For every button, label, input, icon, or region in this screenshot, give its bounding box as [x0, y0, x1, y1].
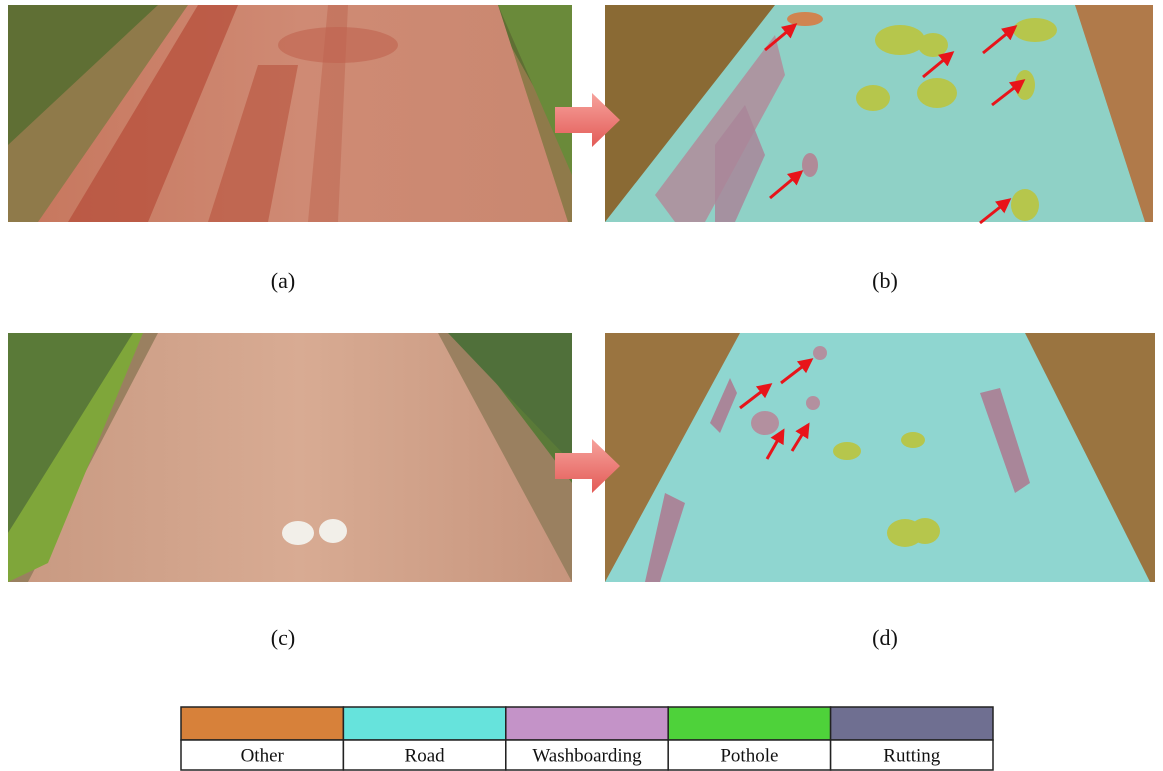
- image-shape: [751, 411, 779, 435]
- image-shape: [875, 25, 925, 55]
- image-shape: [1013, 18, 1057, 42]
- image-shape: [278, 27, 398, 63]
- image-shape: [856, 85, 890, 111]
- legend-swatch: [831, 707, 993, 740]
- photo-a: [8, 5, 572, 222]
- legend-label: Pothole: [720, 745, 778, 766]
- segmentation-b: [605, 5, 1153, 223]
- image-shape: [802, 153, 818, 177]
- legend-label: Rutting: [883, 745, 941, 766]
- legend-swatch: [181, 707, 343, 740]
- image-shape: [833, 442, 861, 460]
- image-shape: [282, 521, 314, 545]
- legend-label: Road: [405, 745, 446, 766]
- legend-swatch: [668, 707, 830, 740]
- legend-label: Washboarding: [532, 745, 642, 766]
- photo-c: [8, 333, 572, 582]
- panel-label: (a): [271, 268, 295, 293]
- image-shape: [1011, 189, 1039, 221]
- panel-label: (b): [872, 268, 898, 293]
- image-shape: [910, 518, 940, 544]
- segmentation-d: [605, 333, 1155, 582]
- image-shape: [917, 78, 957, 108]
- legend: Other Road Washboarding Pothole Rutting: [181, 707, 993, 770]
- image-shape: [918, 33, 948, 57]
- panel-label: (d): [872, 625, 898, 650]
- image-shape: [787, 12, 823, 26]
- figure: (a) (b) (c) (d) Other Road Washboarding Pot…: [0, 0, 1163, 771]
- panel-label: (c): [271, 625, 295, 650]
- image-shape: [319, 519, 347, 543]
- image-shape: [806, 396, 820, 410]
- image-shape: [813, 346, 827, 360]
- legend-swatch: [343, 707, 505, 740]
- image-shape: [901, 432, 925, 448]
- legend-swatch: [506, 707, 668, 740]
- legend-label: Other: [241, 745, 285, 766]
